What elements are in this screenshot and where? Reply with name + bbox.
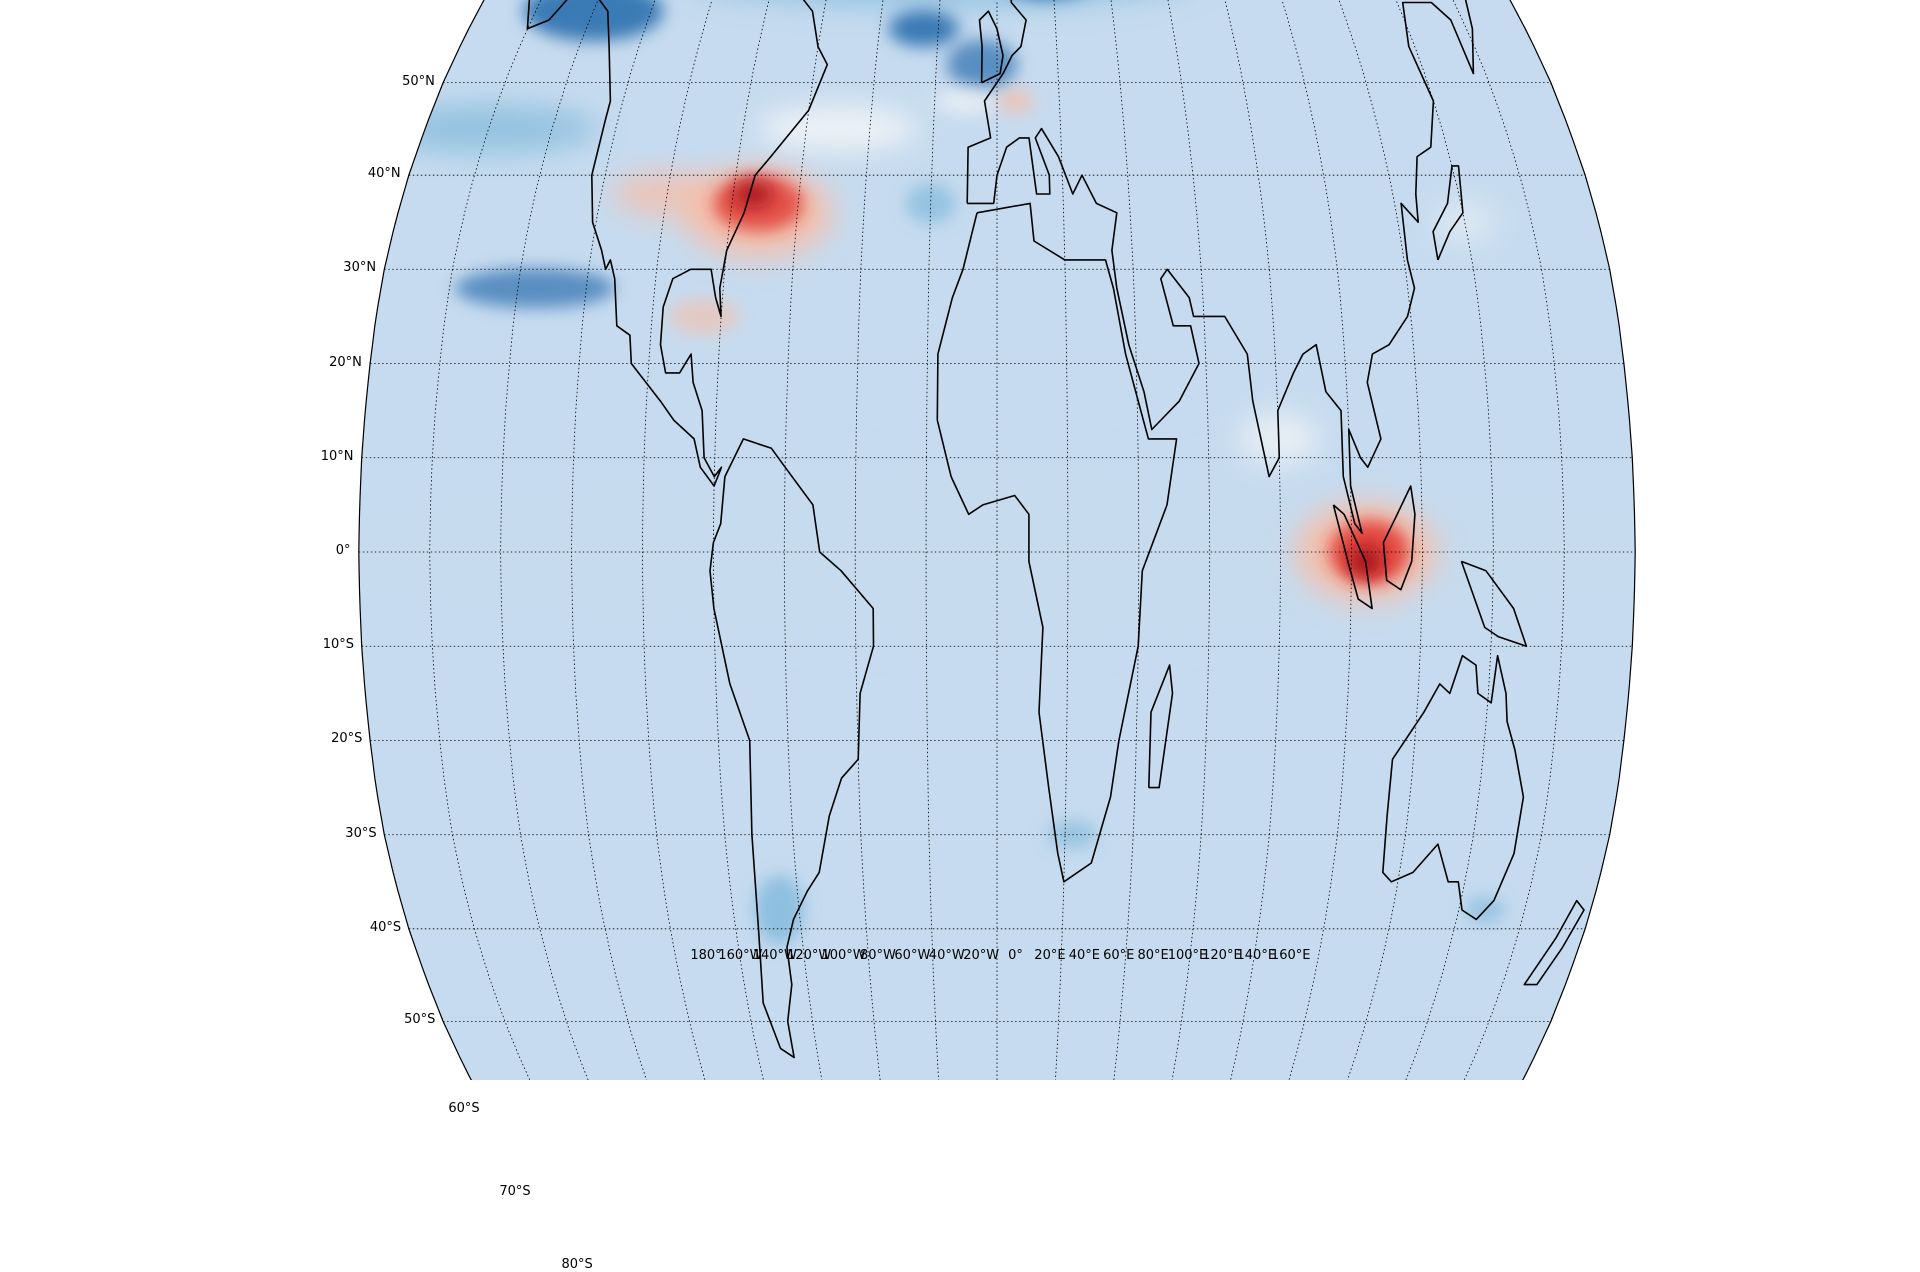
madagascar-coast [1148,664,1174,789]
lat-label: 0° [335,543,351,558]
map-figure: AREI averaged for diff, level = 17 80°N … [320,0,1636,1272]
lat-label: 40°N [367,166,401,182]
north-america-coast [526,0,829,487]
lat-label: 20°N [329,354,362,370]
lat-label: 10°S [322,637,354,653]
meridian-line [571,0,771,1080]
heatmap-patch [997,89,1034,113]
meridian-line [925,0,960,1080]
globe-outline [358,0,1636,1080]
africa-coast [936,202,1178,883]
new-guinea-coast [1460,560,1528,647]
lon-label: 160°E [1270,948,1311,963]
lon-label: 100°E [1167,948,1208,963]
heatmap-patch [455,268,615,309]
lat-label: 80°S [561,1256,593,1272]
lat-label: 40°S [369,919,402,935]
lon-label: 20°E [1034,948,1066,963]
lon-label: 20°W [963,948,1000,963]
lon-label: 140°E [1236,948,1277,963]
coastlines [526,0,1585,1059]
heatmap-patch [733,180,773,208]
lon-label: 60°E [1103,948,1135,963]
lat-label: 60°S [448,1101,480,1117]
lon-label: 80°W [860,948,896,963]
eurasia-coast [966,0,1483,534]
meridian-line [1185,0,1353,1080]
lon-label: 100°W [821,948,866,963]
uk-coast [978,10,1004,84]
lon-label: 40°W [928,948,965,963]
lon-label: 180° [690,948,722,963]
lon-label: 60°W [894,948,931,963]
meridian-line [1223,0,1423,1080]
heatmap-patch [758,106,919,151]
lon-label: 140°W [752,948,797,963]
lon-label: 0° [1008,948,1023,963]
australia-coast [1382,654,1525,921]
meridian-line [1034,0,1069,1080]
heatmap-patch [378,103,599,154]
meridian-line [1072,0,1140,1080]
map-plot [358,0,1636,1080]
heatmap-patch [935,87,996,115]
graticule [358,0,1636,1080]
heatmap-patch [905,183,956,224]
heatmap-patch [523,0,664,42]
lat-label: 50°S [404,1012,436,1028]
japan-coast [1432,165,1464,261]
heatmap-patch [668,298,739,335]
lat-label: 50°N [402,73,435,89]
heatmap-patch [1435,202,1495,243]
globe-area [358,0,1636,1080]
meridian-line [854,0,922,1080]
lat-label: 30°S [345,825,377,841]
lat-label: 20°S [331,731,363,747]
lon-label: 120°W [787,948,832,963]
lon-label: 40°E [1068,948,1100,963]
borneo-coast [1382,485,1416,591]
lon-label: 120°E [1202,948,1242,963]
lon-label: 160°W [718,948,763,963]
meridian-line [641,0,809,1080]
lon-label: 80°E [1137,948,1169,963]
new-zealand-coast [1523,899,1585,986]
heatmap-patch [888,10,959,47]
sumatra-coast [1332,504,1373,610]
south-america-coast [709,438,875,1059]
lat-label: 70°S [499,1184,531,1200]
lat-label: 10°N [320,448,354,464]
lat-label: 30°N [343,260,377,276]
heatmap-patch [1046,820,1097,849]
